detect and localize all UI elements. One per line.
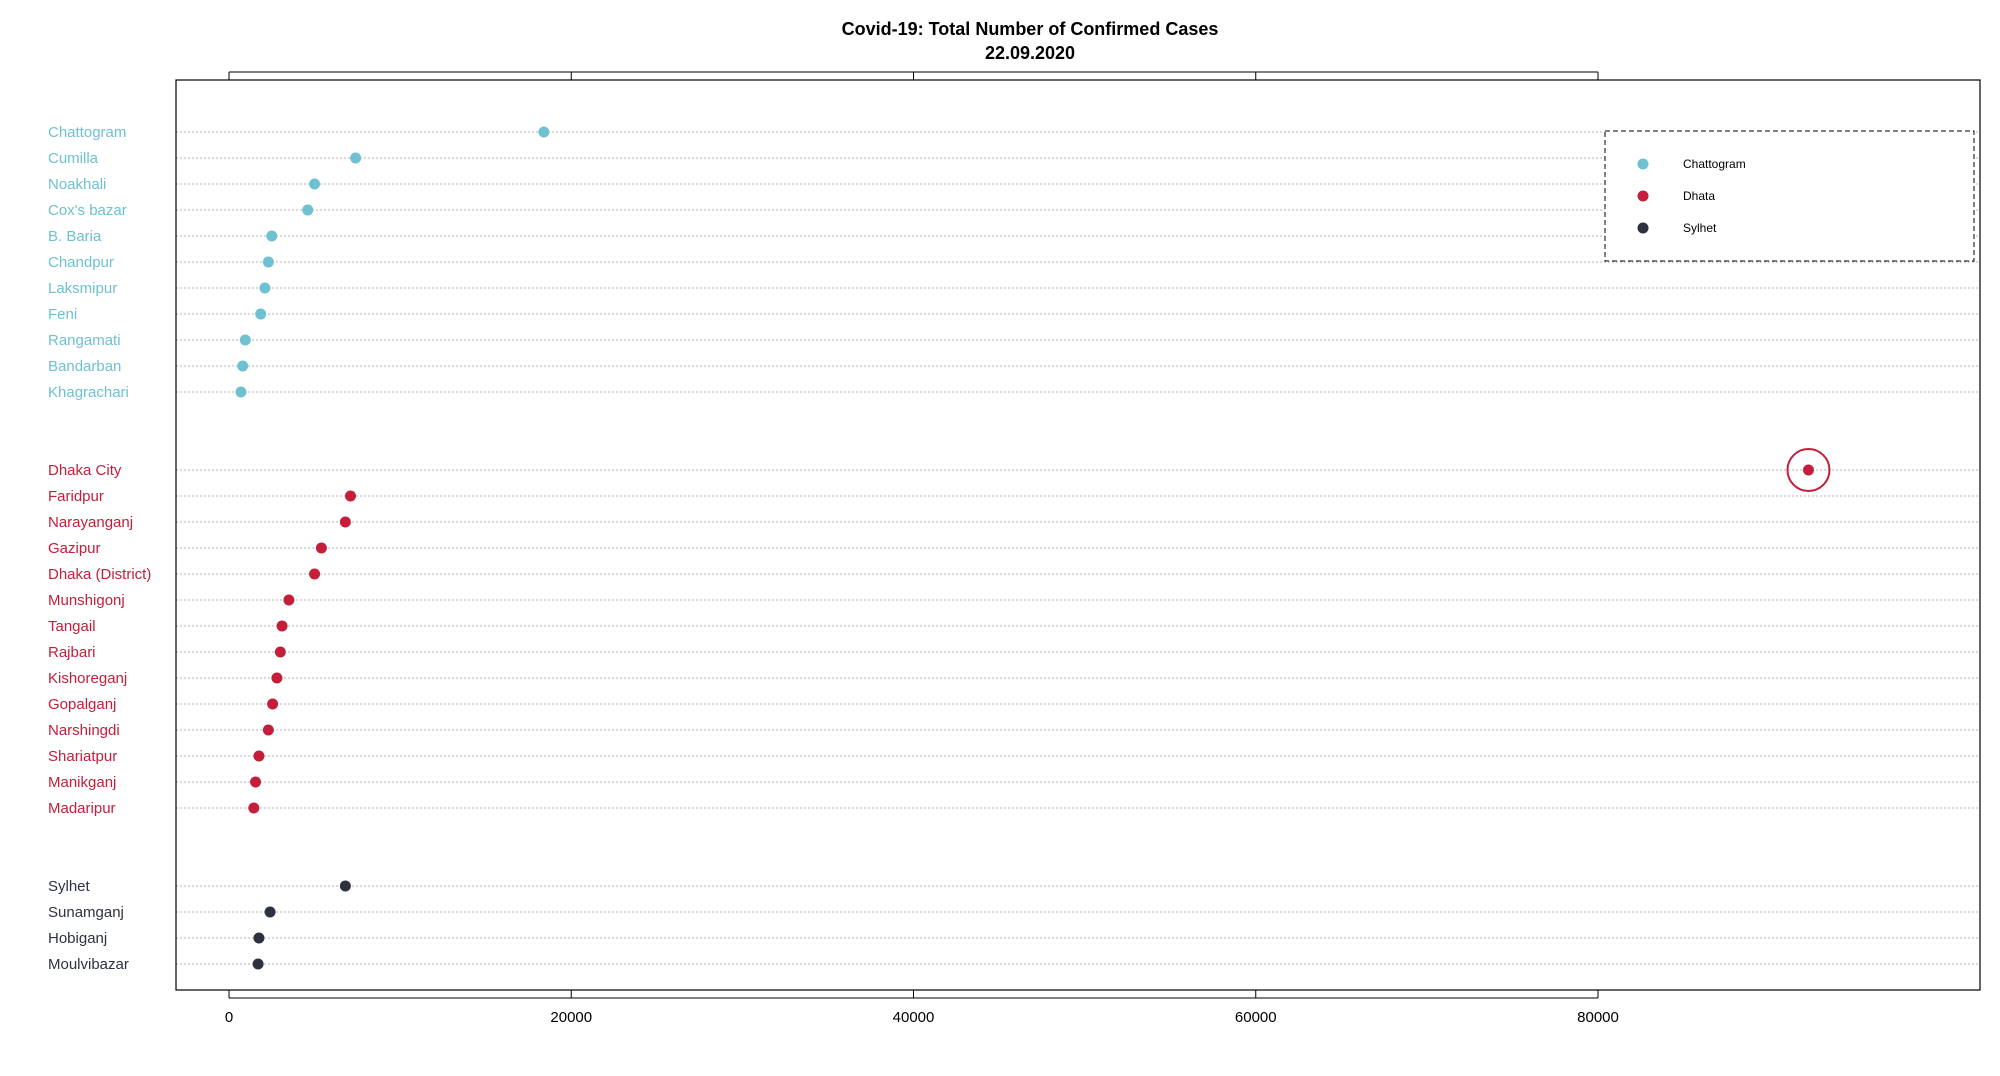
data-point [255,308,267,320]
x-tick-label: 80000 [1577,1009,1619,1026]
district-label: Gazipur [48,540,101,557]
district-label: Tangail [48,618,96,635]
district-label: Chandpur [48,254,114,271]
data-point [248,802,260,814]
legend-marker [1637,158,1649,170]
district-label: Khagrachari [48,384,129,401]
district-label: Faridpur [48,488,104,505]
district-label: Rajbari [48,644,96,661]
data-point [253,932,265,944]
data-point [309,178,321,190]
data-point [339,516,351,528]
data-point [315,542,327,554]
district-label: Sylhet [48,878,91,895]
data-point [309,568,321,580]
district-label: Cumilla [48,150,99,167]
data-point [239,334,251,346]
district-label: Hobiganj [48,930,107,947]
district-label: Gopalganj [48,696,116,713]
legend-box [1604,130,1975,262]
legend: Chattogram Dhata Sylhet [1604,130,1975,262]
plot-frame [175,79,1981,991]
x-tick-label: 20000 [550,1009,592,1026]
data-point [350,152,362,164]
legend-marker [1637,222,1649,234]
district-label: Madaripur [48,800,116,817]
district-label: Rangamati [48,332,121,349]
data-point [339,880,351,892]
data-point [302,204,314,216]
district-label: Manikganj [48,774,116,791]
x-axis: 0 20000 40000 60000 80000 [225,71,1619,1026]
x-tick-label: 40000 [893,1009,935,1026]
data-point [259,282,271,294]
chart-title: Covid-19: Total Number of Confirmed Case… [842,19,1219,39]
district-label: Feni [48,306,77,323]
data-point [262,724,274,736]
grid-lines [176,131,1980,965]
data-point [274,646,286,658]
district-label: Dhaka (District) [48,566,151,583]
district-label: Moulvibazar [48,956,129,973]
district-label: Sunamganj [48,904,124,921]
data-point [264,906,276,918]
x-tick-label: 60000 [1235,1009,1277,1026]
data-point [538,126,550,138]
district-label: Noakhali [48,176,106,193]
district-labels: Chattogram Cumilla Noakhali Cox's bazar B. B… [48,124,151,973]
legend-label: Chattogram [1683,157,1746,171]
district-label: Shariatpur [48,748,117,765]
highlight-ring [1786,448,1831,492]
district-label: B. Baria [48,228,102,245]
data-point [235,386,247,398]
data-point [344,490,356,502]
district-label: Narayanganj [48,514,133,531]
district-label: Laksmipur [48,280,117,297]
data-points [235,126,1831,970]
chart-subtitle: 22.09.2020 [985,43,1075,63]
district-label: Narshingdi [48,722,120,739]
district-label: Dhaka City [48,462,122,479]
district-label: Bandarban [48,358,121,375]
data-point [250,776,262,788]
district-label: Kishoreganj [48,670,127,687]
x-tick-label: 0 [225,1009,233,1026]
data-point [262,256,274,268]
legend-label: Dhata [1683,189,1715,203]
data-point [1802,464,1814,476]
data-point [266,230,278,242]
district-label: Cox's bazar [48,202,127,219]
data-point [267,698,279,710]
district-label: Chattogram [48,124,126,141]
data-point [237,360,249,372]
legend-marker [1637,190,1649,202]
data-point [252,958,264,970]
data-point [271,672,283,684]
legend-label: Sylhet [1683,221,1717,235]
data-point [253,750,265,762]
district-label: Munshigonj [48,592,125,609]
data-point [276,620,288,632]
data-point [283,594,295,606]
